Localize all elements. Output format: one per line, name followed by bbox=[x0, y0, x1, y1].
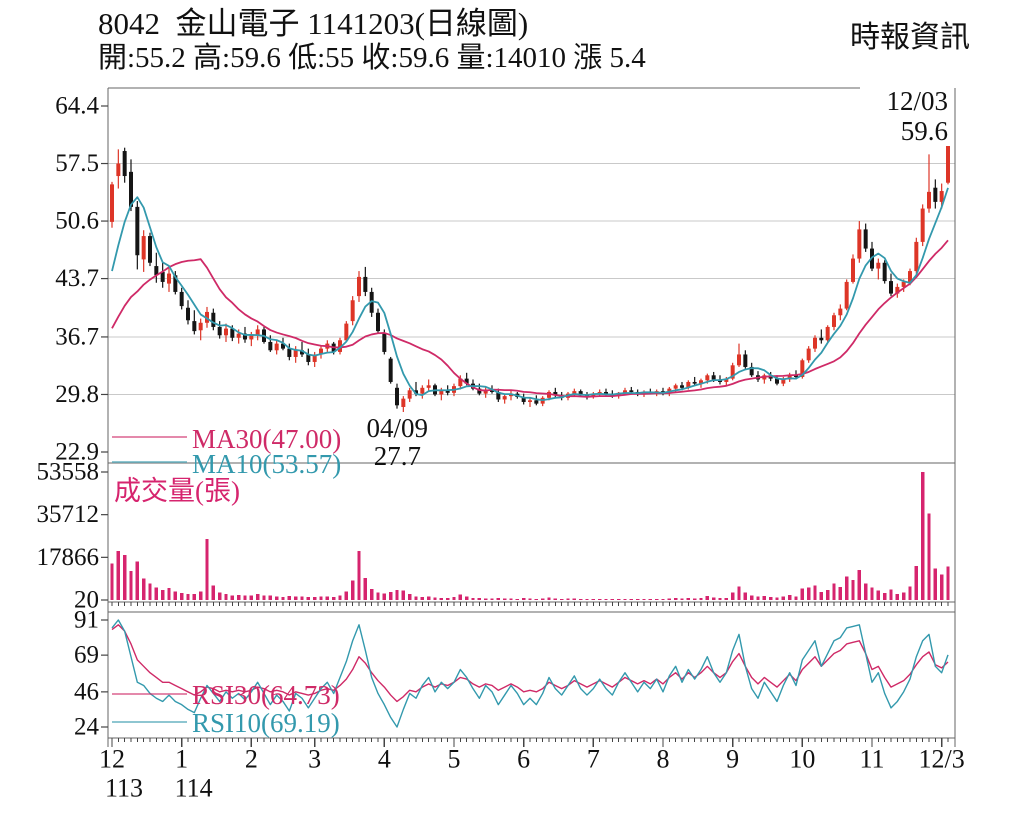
svg-text:2: 2 bbox=[245, 745, 258, 774]
svg-text:04/09: 04/09 bbox=[366, 413, 428, 443]
svg-text:MA30(47.00): MA30(47.00) bbox=[192, 424, 341, 454]
svg-text:成交量(張): 成交量(張) bbox=[114, 476, 240, 506]
svg-text:22.9: 22.9 bbox=[55, 439, 99, 466]
svg-text:69: 69 bbox=[74, 642, 99, 669]
header: 8042 金山電子 1141203(日線圖) 開:55.2 高:59.6 低:5… bbox=[98, 6, 970, 74]
volume-title: 成交量(張) bbox=[114, 476, 240, 506]
stock-title: 8042 金山電子 1141203(日線圖) bbox=[98, 6, 529, 41]
ohlc-info: 開:55.2 高:59.6 低:55 收:59.6 量:14010 漲 5.4 bbox=[98, 41, 646, 74]
svg-text:9: 9 bbox=[726, 745, 739, 774]
svg-text:MA10(53.57): MA10(53.57) bbox=[192, 449, 341, 479]
svg-text:8: 8 bbox=[657, 745, 670, 774]
x-axis-ticks bbox=[111, 602, 949, 747]
svg-text:46: 46 bbox=[74, 678, 99, 705]
svg-text:4: 4 bbox=[378, 745, 391, 774]
candlesticks bbox=[110, 146, 950, 412]
svg-text:11: 11 bbox=[859, 745, 884, 774]
svg-text:7: 7 bbox=[587, 745, 600, 774]
svg-text:RSI30(64.73): RSI30(64.73) bbox=[192, 680, 340, 710]
rsi30-line bbox=[111, 624, 949, 703]
svg-text:29.8: 29.8 bbox=[55, 381, 99, 408]
svg-text:59.6: 59.6 bbox=[901, 116, 948, 146]
brand-label: 時報資訊 bbox=[850, 21, 970, 54]
svg-text:43.7: 43.7 bbox=[55, 265, 99, 292]
svg-text:64.4: 64.4 bbox=[55, 93, 99, 120]
rsi-legend: RSI30(64.73)RSI10(69.19) bbox=[112, 680, 340, 738]
rsi10-line bbox=[111, 619, 949, 728]
svg-text:53558: 53558 bbox=[37, 459, 100, 486]
svg-text:35712: 35712 bbox=[37, 501, 100, 528]
svg-text:91: 91 bbox=[74, 607, 99, 634]
svg-text:RSI10(69.19): RSI10(69.19) bbox=[192, 708, 340, 738]
svg-text:12: 12 bbox=[99, 745, 125, 774]
svg-text:36.7: 36.7 bbox=[55, 323, 99, 350]
svg-text:113: 113 bbox=[105, 774, 143, 803]
svg-text:20: 20 bbox=[74, 587, 99, 614]
price-gridlines bbox=[108, 163, 955, 395]
panel-borders bbox=[107, 87, 956, 747]
ma-legend: MA30(47.00)MA10(53.57) bbox=[112, 424, 341, 479]
svg-text:12/3: 12/3 bbox=[919, 745, 965, 774]
svg-text:17866: 17866 bbox=[37, 544, 100, 571]
svg-text:50.6: 50.6 bbox=[55, 208, 99, 235]
ma30-line bbox=[111, 239, 949, 398]
svg-text:27.7: 27.7 bbox=[374, 441, 421, 471]
ma10-line bbox=[111, 187, 949, 402]
svg-text:6: 6 bbox=[517, 745, 530, 774]
svg-text:3: 3 bbox=[308, 745, 321, 774]
svg-text:114: 114 bbox=[175, 774, 213, 803]
svg-text:57.5: 57.5 bbox=[55, 150, 99, 177]
svg-text:5: 5 bbox=[448, 745, 461, 774]
svg-text:24: 24 bbox=[74, 714, 100, 741]
svg-text:12/03: 12/03 bbox=[886, 86, 948, 116]
svg-text:1: 1 bbox=[175, 745, 188, 774]
svg-text:10: 10 bbox=[789, 745, 815, 774]
volume-bars bbox=[110, 472, 950, 601]
title-block: 8042 金山電子 1141203(日線圖) 開:55.2 高:59.6 低:5… bbox=[98, 6, 646, 74]
